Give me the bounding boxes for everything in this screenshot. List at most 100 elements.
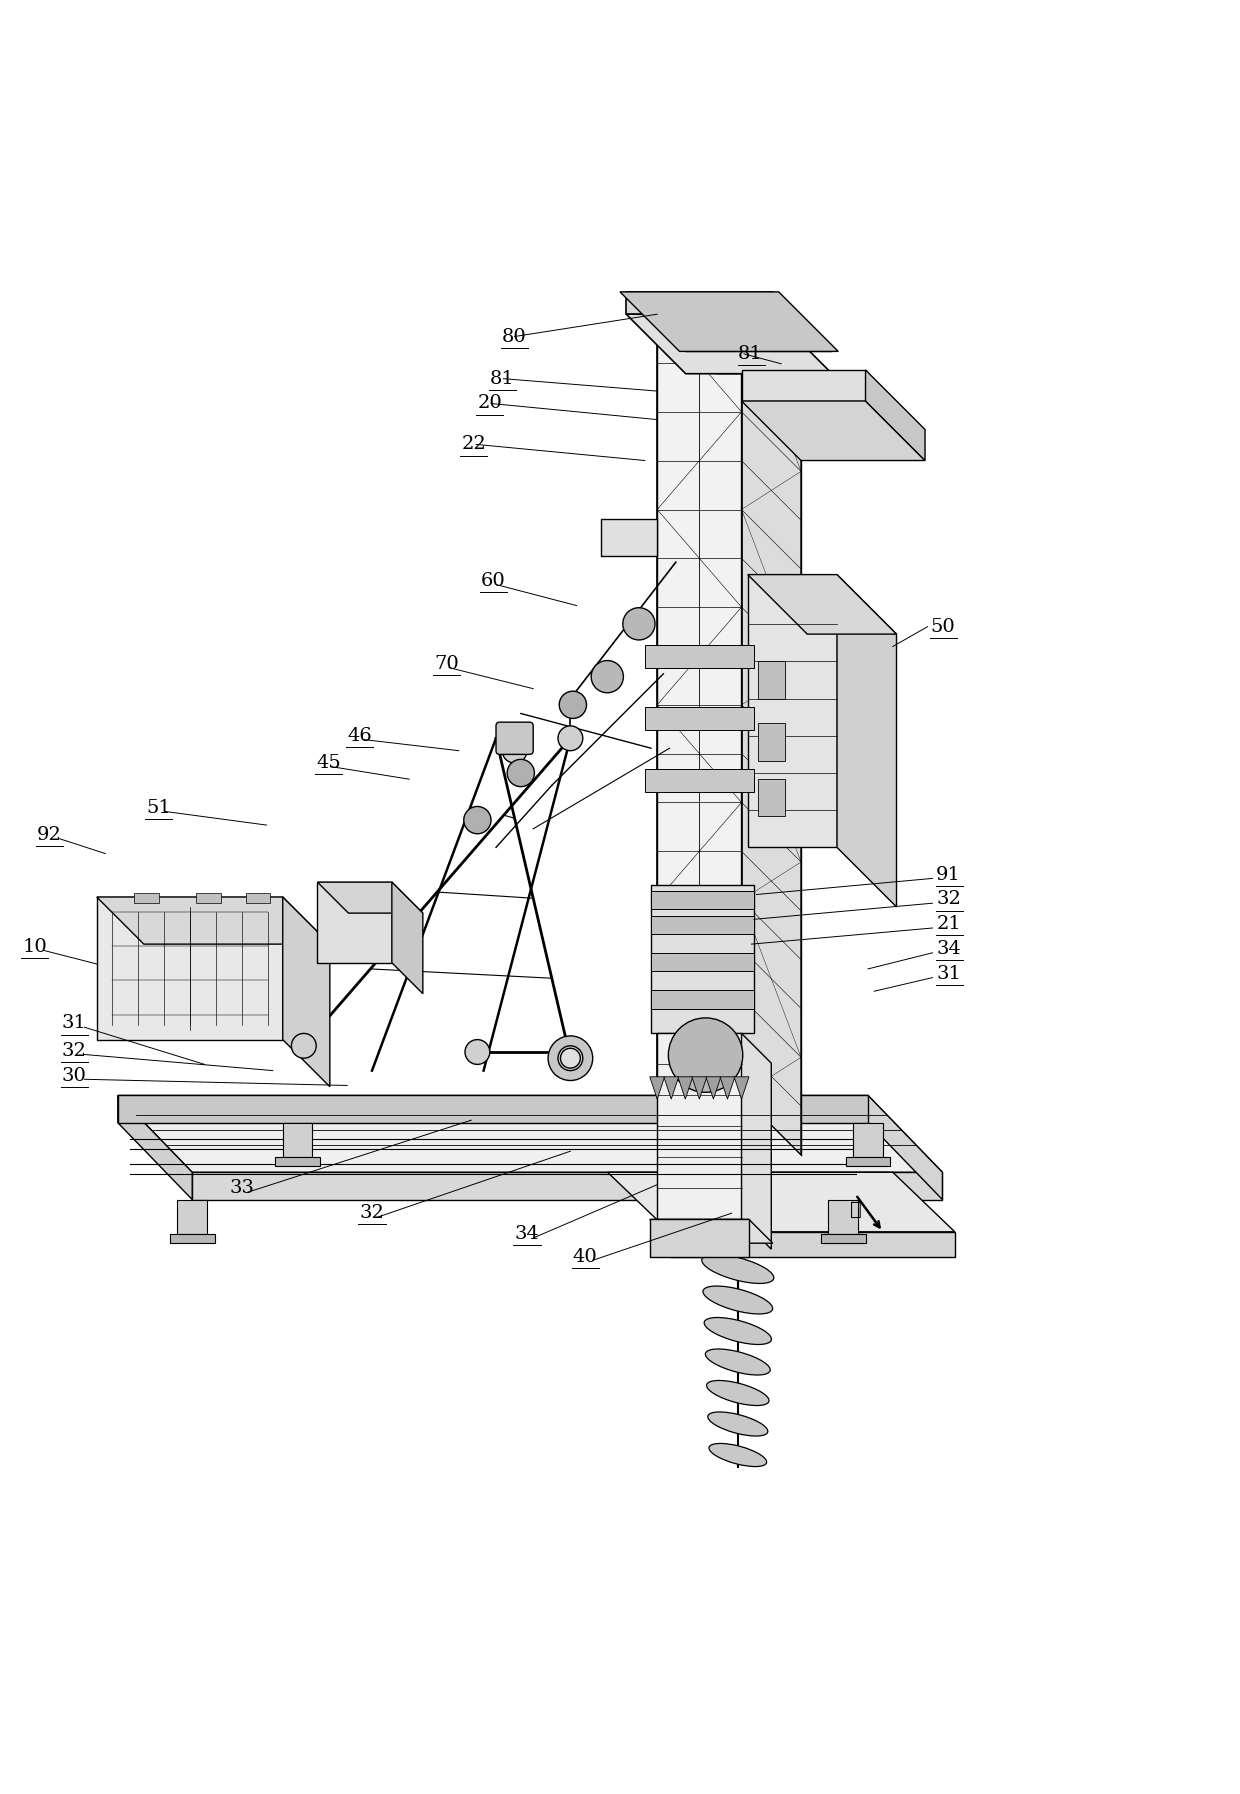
Polygon shape	[645, 646, 754, 667]
Polygon shape	[317, 883, 423, 913]
Polygon shape	[626, 292, 832, 352]
Text: 51: 51	[146, 798, 171, 816]
Text: 前: 前	[849, 1200, 862, 1218]
Text: 60: 60	[481, 572, 506, 590]
Text: 32: 32	[936, 890, 961, 908]
Text: 30: 30	[62, 1067, 87, 1085]
Text: 34: 34	[936, 940, 961, 958]
Polygon shape	[742, 1033, 771, 1249]
Polygon shape	[758, 779, 785, 816]
Polygon shape	[118, 1096, 192, 1200]
Polygon shape	[283, 1123, 312, 1157]
Polygon shape	[283, 897, 330, 1087]
Polygon shape	[608, 1171, 955, 1232]
Circle shape	[560, 1048, 580, 1067]
Text: 22: 22	[461, 436, 486, 454]
Polygon shape	[742, 402, 925, 461]
Text: 34: 34	[515, 1225, 539, 1243]
Polygon shape	[651, 884, 754, 1033]
Circle shape	[591, 660, 624, 692]
Ellipse shape	[703, 1286, 773, 1313]
Ellipse shape	[708, 1412, 768, 1435]
Circle shape	[559, 691, 587, 718]
Ellipse shape	[702, 1254, 774, 1283]
Polygon shape	[651, 915, 754, 935]
Polygon shape	[828, 1200, 858, 1234]
Circle shape	[558, 727, 583, 750]
Polygon shape	[657, 314, 742, 1096]
Polygon shape	[601, 518, 657, 556]
Ellipse shape	[704, 1317, 771, 1344]
Polygon shape	[192, 1171, 942, 1200]
Polygon shape	[645, 707, 754, 730]
Ellipse shape	[706, 1349, 770, 1374]
Circle shape	[465, 1039, 490, 1064]
Polygon shape	[651, 953, 754, 971]
Polygon shape	[866, 370, 925, 461]
Polygon shape	[758, 723, 785, 761]
Polygon shape	[650, 1076, 665, 1100]
Bar	[196, 893, 221, 902]
Polygon shape	[651, 990, 754, 1008]
Bar	[134, 893, 159, 902]
Polygon shape	[118, 1096, 868, 1123]
Text: 10: 10	[22, 938, 47, 956]
Polygon shape	[97, 897, 330, 944]
Text: 40: 40	[573, 1247, 598, 1265]
FancyBboxPatch shape	[496, 723, 533, 755]
Circle shape	[548, 1035, 593, 1080]
Circle shape	[502, 739, 527, 762]
Polygon shape	[626, 292, 773, 314]
Circle shape	[558, 1046, 583, 1071]
Text: 92: 92	[37, 825, 62, 843]
Bar	[246, 893, 270, 902]
Text: 32: 32	[360, 1204, 384, 1222]
Polygon shape	[692, 1076, 707, 1100]
Polygon shape	[758, 662, 785, 698]
Ellipse shape	[709, 1444, 766, 1466]
Polygon shape	[177, 1200, 207, 1234]
Text: 32: 32	[62, 1042, 87, 1060]
Text: 50: 50	[930, 617, 955, 635]
Polygon shape	[170, 1234, 215, 1243]
Polygon shape	[846, 1157, 890, 1166]
Polygon shape	[275, 1157, 320, 1166]
Text: 70: 70	[434, 655, 459, 673]
Text: 20: 20	[477, 395, 502, 413]
Ellipse shape	[707, 1380, 769, 1405]
Polygon shape	[742, 314, 801, 1155]
Text: 81: 81	[738, 344, 763, 362]
Polygon shape	[651, 892, 754, 910]
Polygon shape	[657, 1033, 742, 1220]
Polygon shape	[620, 292, 838, 352]
Polygon shape	[748, 574, 897, 633]
Polygon shape	[392, 883, 423, 994]
Polygon shape	[97, 897, 283, 1039]
Polygon shape	[837, 574, 897, 908]
Circle shape	[668, 1017, 743, 1093]
Text: 80: 80	[502, 328, 527, 346]
Polygon shape	[734, 1076, 749, 1100]
Circle shape	[507, 759, 534, 786]
Polygon shape	[742, 370, 866, 402]
Polygon shape	[663, 1076, 678, 1100]
Text: 21: 21	[936, 915, 961, 933]
Polygon shape	[868, 1096, 942, 1200]
Circle shape	[622, 608, 655, 640]
Text: 81: 81	[490, 370, 515, 388]
Polygon shape	[118, 1096, 942, 1171]
Polygon shape	[748, 574, 837, 847]
Text: 45: 45	[316, 753, 341, 771]
Polygon shape	[650, 1220, 773, 1243]
Polygon shape	[706, 1076, 720, 1100]
Text: 31: 31	[62, 1014, 87, 1033]
Polygon shape	[678, 1076, 693, 1100]
Circle shape	[291, 1033, 316, 1058]
Text: 31: 31	[936, 965, 961, 983]
Polygon shape	[650, 1220, 749, 1256]
Circle shape	[464, 807, 491, 834]
Polygon shape	[720, 1076, 735, 1100]
Polygon shape	[657, 314, 801, 373]
Polygon shape	[670, 1232, 955, 1256]
Polygon shape	[626, 314, 832, 373]
